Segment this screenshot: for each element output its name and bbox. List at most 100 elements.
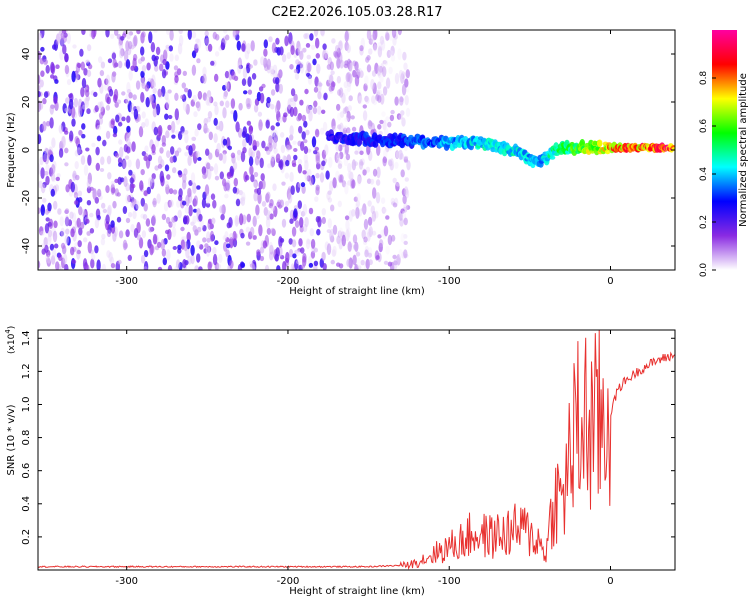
- spectrogram-cell: [63, 130, 69, 135]
- spectrogram-cell: [216, 142, 221, 153]
- spectrogram-cell: [348, 95, 353, 102]
- spectrogram-cell: [289, 125, 294, 137]
- spectrogram-cell: [262, 240, 268, 249]
- spectrogram-cell: [185, 103, 190, 115]
- spectrogram-cell: [166, 150, 171, 159]
- spectrogram-cell: [366, 30, 372, 41]
- spectrogram-cell: [345, 153, 351, 161]
- spectrogram-cell: [134, 203, 139, 211]
- spectrogram-cell: [132, 210, 137, 220]
- spectrogram-cell: [43, 237, 48, 247]
- spectrogram-cell: [231, 70, 236, 80]
- spectrogram-cell: [310, 250, 316, 259]
- spectrogram-cell: [248, 64, 253, 69]
- spectrogram-cell: [354, 150, 359, 155]
- spectrogram-cell: [132, 57, 137, 69]
- spectrogram-cell: [128, 41, 133, 50]
- spectrogram-cell: [66, 236, 71, 246]
- spectrogram-cell: [321, 208, 326, 216]
- spectrogram-cell: [206, 237, 211, 243]
- spectrogram-cell: [167, 264, 173, 270]
- spectrogram-cell: [283, 112, 288, 118]
- spectrogram-cell: [393, 258, 398, 270]
- snr-x-tick-label: -300: [115, 576, 138, 587]
- spectrogram-cell: [385, 245, 390, 255]
- spectrogram-cell: [347, 241, 352, 252]
- spectrogram-cell: [140, 46, 145, 56]
- spectrogram-cell: [171, 216, 176, 223]
- spectrogram-cell: [97, 77, 102, 88]
- spectrogram-cell: [380, 93, 385, 105]
- spectrogram-cell: [164, 180, 169, 188]
- spectrogram-cell: [177, 244, 182, 250]
- spectrogram-cell: [64, 52, 69, 63]
- spectrogram-cell: [382, 66, 387, 78]
- spectrogram-cell: [150, 178, 156, 183]
- spectrogram-cell: [208, 96, 214, 104]
- spectrogram-cell: [225, 34, 230, 41]
- spectrogram-cell: [313, 150, 318, 155]
- spectrogram-cell: [71, 106, 76, 119]
- spectrogram-cell: [362, 104, 367, 109]
- spectrogram-cell: [198, 213, 203, 222]
- spectrogram-cell: [352, 69, 357, 78]
- spectrogram-cell: [353, 244, 358, 251]
- spectrogram-cell: [165, 184, 170, 195]
- spectrogram-cell: [272, 183, 277, 191]
- spectrogram-cell: [55, 176, 60, 182]
- spectrogram-cell: [345, 219, 350, 231]
- spectrogram-cell: [341, 234, 346, 247]
- spectrogram-cell: [372, 82, 377, 95]
- spectrogram-ridge-cell: [549, 155, 556, 160]
- spectrogram-cell: [390, 234, 396, 242]
- spectrogram-cell: [352, 234, 358, 244]
- spectrogram-cell: [246, 103, 251, 110]
- spectrogram-cell: [347, 105, 352, 112]
- spectrogram-cell: [169, 30, 174, 41]
- spectrogram-cell: [80, 87, 85, 98]
- spectrogram-cell: [196, 207, 201, 215]
- spectrogram-cell: [162, 58, 167, 66]
- spectrogram-cell: [371, 70, 377, 77]
- spectrogram-cell: [57, 208, 62, 215]
- spectrogram-cell: [395, 150, 400, 160]
- spectrogram-cell: [168, 45, 173, 52]
- spectrogram-cell: [43, 91, 49, 98]
- spectrogram-cell: [360, 259, 365, 266]
- spectrogram-cell: [351, 159, 357, 171]
- spectrogram-cell: [291, 239, 297, 248]
- spectrogram-cell: [50, 63, 56, 75]
- spectrogram-cell: [127, 195, 132, 203]
- spectrogram-x-tick-label: -100: [438, 276, 461, 287]
- spectrogram-cell: [141, 65, 147, 73]
- spectrogram-cell: [153, 57, 158, 67]
- spectrogram-cell: [357, 96, 362, 101]
- spectrogram-cell: [197, 123, 202, 131]
- spectrogram-cell: [133, 108, 139, 120]
- spectrogram-cell: [382, 208, 388, 213]
- spectrogram-cell: [255, 214, 260, 220]
- spectrogram-cell: [44, 147, 49, 154]
- spectrogram-cell: [270, 89, 276, 96]
- spectrogram-cell: [219, 100, 224, 107]
- spectrogram-cell: [122, 159, 127, 169]
- spectrogram-cell: [400, 233, 405, 243]
- spectrogram-cell: [50, 172, 56, 182]
- spectrogram-cell: [95, 146, 100, 156]
- spectrogram-cell: [241, 78, 247, 86]
- spectrogram-cell: [355, 251, 361, 257]
- spectrogram-cell: [213, 117, 218, 126]
- spectrogram-cell: [139, 180, 144, 191]
- spectrogram-cell: [121, 91, 126, 96]
- spectrogram-cell: [351, 126, 357, 132]
- spectrogram-cell: [307, 75, 313, 85]
- spectrogram-y-tick-label: 40: [21, 48, 32, 61]
- spectrogram-cell: [53, 200, 58, 210]
- spectrogram-cell: [318, 82, 323, 87]
- spectrogram-cell: [78, 227, 83, 236]
- spectrogram-cell: [364, 95, 369, 102]
- spectrogram-cell: [331, 38, 336, 44]
- spectrogram-cell: [59, 216, 64, 227]
- spectrogram-cell: [377, 81, 382, 90]
